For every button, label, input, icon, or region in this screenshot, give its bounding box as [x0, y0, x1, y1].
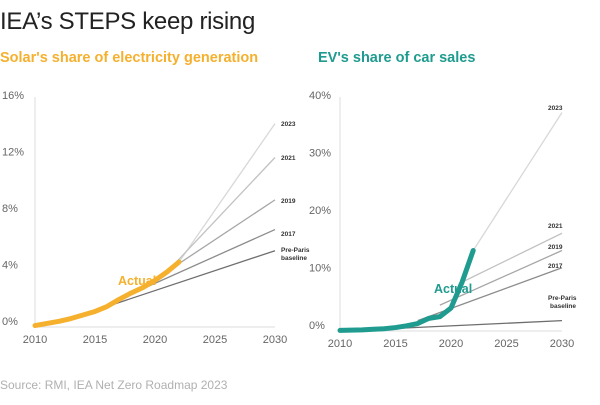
solar-xtick-label: 2010: [23, 334, 47, 346]
solar-xtick-label: 2030: [263, 334, 287, 346]
ev-ytick-label: 30%: [309, 148, 331, 160]
solar-chart-title: Solar's share of electricity generation: [0, 50, 259, 66]
solar-ytick-label: 12%: [2, 147, 24, 159]
ev-ytick-label: 40%: [309, 90, 331, 102]
solar-ytick-label: 16%: [2, 90, 24, 102]
solar-projection-2023: [178, 123, 276, 263]
solar-label-pre-paris-baseline: Pre-Paris baseline: [281, 247, 310, 262]
ev-chart-title: EV's share of car sales: [318, 50, 476, 66]
ev-projection-2019: [439, 249, 563, 306]
ev-actual-label: Actual: [434, 282, 472, 296]
ev-xtick-label: 2010: [328, 338, 352, 350]
ev-label-2023: 2023: [548, 105, 563, 112]
ev-label-pre-paris-baseline: Pre-Paris baseline: [548, 295, 577, 310]
solar-xtick-label: 2015: [83, 334, 107, 346]
ev-label-2017: 2017: [548, 263, 563, 270]
solar-label-2019: 2019: [281, 198, 296, 205]
ev-ytick-label: 20%: [309, 205, 331, 217]
ev-xtick-label: 2020: [439, 338, 463, 350]
solar-label-2023: 2023: [281, 121, 296, 128]
source-note: Source: RMI, IEA Net Zero Roadmap 2023: [0, 378, 228, 392]
solar-ytick-label: 4%: [2, 260, 18, 272]
solar-label-2021: 2021: [281, 155, 296, 162]
solar-chart: 0% 4% 8% 12% 16% 2010 2015 2020 2025 2030 2023 2021…: [2, 90, 310, 346]
ev-xtick-label: 2030: [550, 338, 574, 350]
solar-actual-line: [32, 259, 182, 329]
ev-projection-2017: [417, 267, 563, 322]
ev-label-2021: 2021: [548, 223, 563, 230]
solar-actual-label: Actual: [118, 274, 156, 288]
solar-xtick-label: 2020: [143, 334, 167, 346]
ev-chart: 0% 10% 20% 30% 40% 2010 2015 2020 2025 2030 2023 20…: [309, 90, 577, 350]
ev-xtick-label: 2025: [494, 338, 518, 350]
solar-ytick-label: 0%: [2, 316, 18, 328]
solar-ytick-label: 8%: [2, 203, 18, 215]
page-title: IEA’s STEPS keep rising: [0, 8, 255, 35]
ev-actual-line: [337, 248, 476, 333]
ev-ytick-label: 10%: [309, 263, 331, 275]
solar-projection-pre-paris-baseline: [106, 250, 276, 308]
ev-projection-2023: [472, 112, 563, 251]
ev-xtick-label: 2015: [383, 338, 407, 350]
ev-projection-2021: [461, 232, 563, 283]
solar-xtick-label: 2025: [203, 334, 227, 346]
ev-ytick-label: 0%: [309, 320, 325, 332]
solar-projection-2021: [166, 157, 276, 273]
solar-label-2017: 2017: [281, 231, 296, 238]
ev-label-2019: 2019: [548, 244, 563, 251]
